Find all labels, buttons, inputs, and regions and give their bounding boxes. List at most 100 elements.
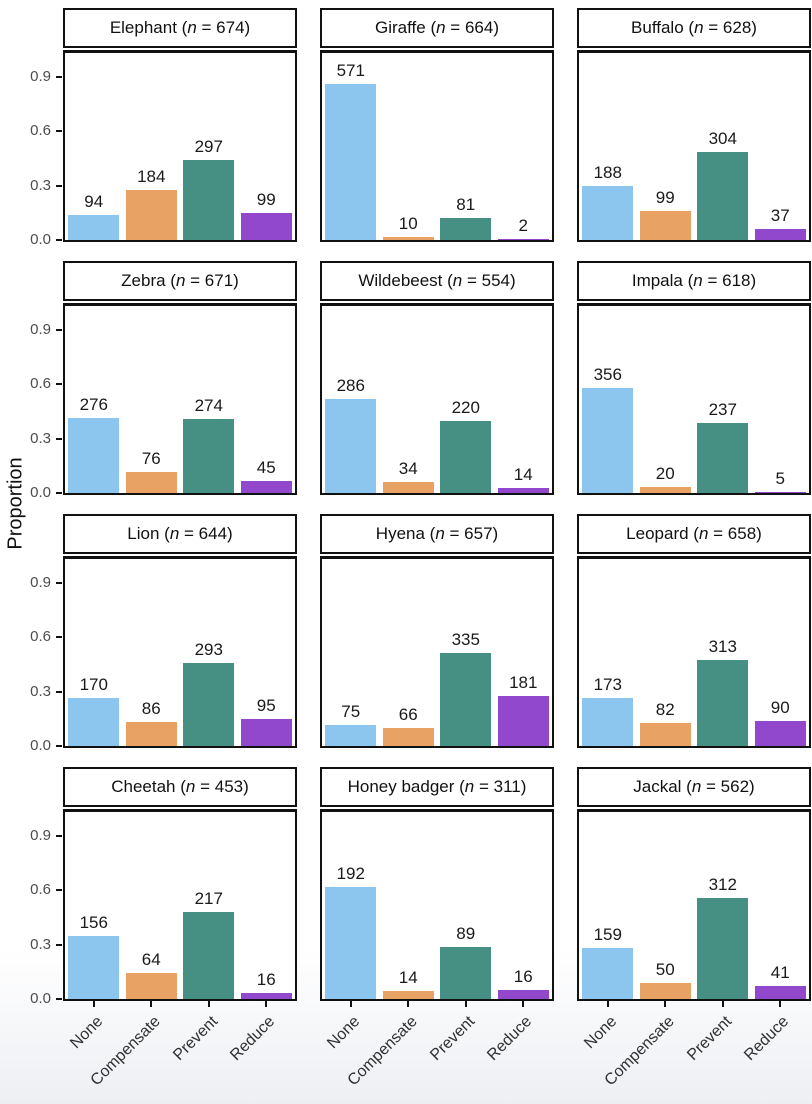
bar-compensate [125, 721, 177, 746]
x-axis-tick-label: None [66, 1013, 106, 1053]
bar-count-label: 5 [775, 468, 785, 488]
x-axis-tick [92, 1001, 95, 1007]
bar-reduce [754, 229, 806, 240]
x-axis-tick-label: Reduce [227, 1013, 279, 1065]
bar-count-label: 237 [708, 400, 737, 420]
bar-count-label: 188 [593, 162, 622, 182]
bar-none [582, 388, 634, 493]
y-axis-tick [56, 943, 62, 946]
x-axis-tick [779, 1001, 782, 1007]
bar-count-label: 304 [708, 129, 737, 149]
bar-reduce [754, 985, 806, 999]
y-axis-tick-label: 0.3 [30, 682, 51, 700]
bar-none [325, 725, 377, 746]
bar-count-label: 76 [141, 449, 161, 469]
x-axis-tick-label: Reduce [741, 1013, 793, 1065]
bar-prevent [697, 898, 749, 999]
bar-reduce [497, 989, 549, 999]
y-axis-tick-label: 0.0 [30, 231, 51, 248]
y-axis-tick-label: 0.0 [30, 484, 51, 501]
y-axis-tick-label: 0.6 [30, 628, 51, 646]
y-axis-tick [56, 328, 62, 331]
y-axis-tick [56, 998, 62, 1000]
bar-count-label: 50 [655, 959, 675, 979]
y-axis-tick [56, 690, 62, 693]
y-axis-tick [56, 834, 62, 837]
x-axis-tick [721, 1001, 724, 1007]
bar-count-label: 297 [194, 137, 223, 156]
bar-count-label: 173 [593, 675, 622, 695]
bar-count-label: 159 [593, 924, 622, 944]
x-axis-tick [464, 1001, 467, 1007]
bar-count-label: 81 [456, 194, 476, 214]
x-axis-tick-label: None [580, 1013, 620, 1053]
bar-count-label: 66 [398, 704, 418, 724]
bar-none [325, 399, 377, 493]
bar-count-label: 95 [256, 696, 276, 716]
bar-count-label: 16 [513, 966, 533, 986]
x-axis-tick-label: Prevent [426, 1013, 478, 1065]
facet-zebra: Zebra (n = 671) 276 76 274 45 0.0 0.3 0.6 0.9 [30, 261, 297, 501]
bar-prevent [440, 217, 492, 240]
x-axis-tick-label: None [323, 1013, 363, 1053]
facet-panel: 571 10 81 2 [320, 50, 554, 242]
facet-panel: 188 99 304 37 [577, 50, 811, 242]
bar-prevent [440, 653, 492, 746]
facet-honey-badger: Honey badger (n = 311) 192 14 89 16 None Compe… [320, 767, 554, 1089]
bar-none [68, 214, 120, 240]
facet-jackal: Jackal (n = 562) 159 50 312 41 None Compensate… [577, 767, 811, 1089]
bar-count-label: 156 [79, 913, 108, 933]
facet-title: Lion (n = 644) [63, 514, 297, 554]
bar-none [582, 947, 634, 999]
bar-count-label: 571 [336, 60, 365, 80]
y-axis-tick [56, 437, 62, 440]
facet-hyena: Hyena (n = 657) 75 66 335 181 [320, 514, 554, 748]
bar-count-label: 14 [398, 967, 418, 987]
y-axis-tick [56, 239, 62, 241]
bar-count-label: 274 [194, 395, 223, 415]
bar-count-label: 75 [341, 702, 361, 722]
bar-count-label: 184 [137, 167, 166, 187]
bar-compensate [382, 990, 434, 999]
bar-compensate [382, 237, 434, 240]
facet-title: Cheetah (n = 453) [63, 767, 297, 807]
bar-count-label: 313 [708, 636, 737, 656]
bar-count-label: 14 [513, 465, 533, 485]
facet-panel: 170 86 293 95 0.0 0.3 0.6 0.9 [30, 556, 297, 754]
facet-cheetah: Cheetah (n = 453) 156 64 217 16 0.0 0.3 0.6 0.9 N… [30, 767, 297, 1089]
y-axis-tick-label: 0.6 [30, 881, 51, 899]
y-axis-tick-label: 0.9 [30, 573, 51, 591]
x-axis-tick [522, 1001, 525, 1007]
y-axis-tick [56, 184, 62, 187]
bar-count-label: 2 [518, 215, 528, 235]
facet-title: Wildebeest (n = 554) [320, 261, 554, 301]
y-axis-tick-label: 0.3 [30, 429, 51, 447]
facet-panel: 192 14 89 16 None Compensate Prevent Reduce [320, 809, 554, 1089]
bar-count-label: 34 [398, 458, 418, 478]
bar-none [325, 886, 377, 999]
bar-compensate [125, 973, 177, 999]
bar-compensate [639, 723, 691, 746]
y-axis-tick-label: 0.9 [30, 67, 51, 85]
bar-count-label: 90 [770, 698, 790, 718]
facet-panel: 159 50 312 41 None Compensate Prevent Reduce [577, 809, 811, 1089]
facet-title: Jackal (n = 562) [577, 767, 811, 807]
bar-count-label: 45 [256, 457, 276, 477]
bar-compensate [639, 211, 691, 240]
facet-elephant: Elephant (n = 674) 94 184 297 99 0.0 0.3 0.6 0.9 [30, 8, 297, 248]
y-axis-tick [56, 581, 62, 584]
bar-prevent [697, 659, 749, 746]
bar-reduce [240, 992, 292, 999]
x-axis-tick [606, 1001, 609, 1007]
facet-wildebeest: Wildebeest (n = 554) 286 34 220 14 [320, 261, 554, 495]
bar-compensate [125, 472, 177, 493]
y-axis-tick-label: 0.9 [30, 826, 51, 844]
bar-count-label: 10 [398, 214, 418, 234]
y-axis-title: Proportion [4, 457, 27, 550]
bar-count-label: 86 [141, 698, 161, 718]
bar-compensate [125, 190, 177, 240]
bar-count-label: 89 [456, 924, 476, 944]
y-axis-tick-label: 0.0 [30, 737, 51, 754]
facet-panel: 173 82 313 90 [577, 556, 811, 748]
facet-lion: Lion (n = 644) 170 86 293 95 0.0 0.3 0.6 0.9 [30, 514, 297, 754]
